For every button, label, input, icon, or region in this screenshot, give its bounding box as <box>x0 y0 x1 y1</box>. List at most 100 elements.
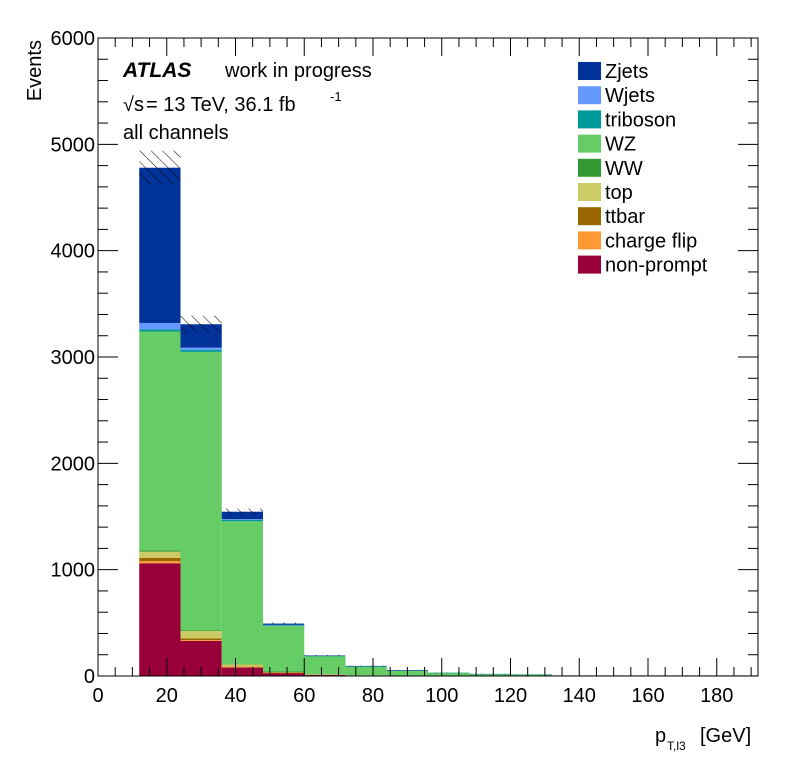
bar-ttbar-3 <box>263 672 305 673</box>
y-tick-label: 5000 <box>51 134 96 156</box>
y-axis-label: Events <box>24 40 46 101</box>
bar-triboson-2 <box>221 519 263 522</box>
bar-non-prompt-3 <box>263 672 305 676</box>
bar-triboson-4 <box>304 655 346 657</box>
x-tick-label: 140 <box>563 685 596 707</box>
bar-WZ-7 <box>428 672 470 676</box>
bar-non-prompt-4 <box>304 674 346 676</box>
legend-item-Wjets: Wjets <box>578 85 655 107</box>
x-tick-label: 160 <box>631 685 664 707</box>
y-tick-label: 0 <box>84 666 95 688</box>
x-tick-label: 20 <box>156 685 178 707</box>
bar-top-4 <box>304 674 346 675</box>
energy-text: = 13 TeV, 36.1 fb <box>146 94 296 116</box>
bar-charge-flip-2 <box>221 667 263 668</box>
bar-Wjets-0 <box>139 322 181 330</box>
x-tick-label: 120 <box>494 685 527 707</box>
bar-top-3 <box>263 671 305 673</box>
x-axis-label: p T,l3 [GeV] <box>655 725 751 753</box>
x-axis-label-unit: [GeV] <box>700 725 751 747</box>
legend-item-top: top <box>578 182 633 204</box>
bar-top-0 <box>139 551 181 558</box>
x-tick-label: 60 <box>293 685 315 707</box>
uncertainty-band-8 <box>469 673 511 675</box>
bar-charge-flip-0 <box>139 561 181 564</box>
uncertainty-band-9 <box>510 674 552 675</box>
bar-non-prompt-0 <box>139 563 181 676</box>
y-tick-label: 4000 <box>51 241 96 263</box>
atlas-status: work in progress <box>224 60 372 82</box>
uncertainty-band-7 <box>428 672 470 674</box>
x-tick-label: 180 <box>700 685 733 707</box>
atlas-label: ATLAS work in progress <box>122 59 372 82</box>
uncertainty-band-4 <box>304 655 346 656</box>
channel-label: all channels <box>123 122 229 144</box>
legend-item-WW: WW <box>578 158 643 180</box>
x-tick-label: 100 <box>425 685 458 707</box>
legend-swatch <box>578 207 601 226</box>
uncertainty-band-0 <box>139 150 181 185</box>
legend-swatch <box>578 231 601 250</box>
x-axis-label-main: p <box>655 725 666 747</box>
x-tick-label: 40 <box>224 685 246 707</box>
legend-label: ttbar <box>605 206 645 228</box>
legend-label: charge flip <box>605 230 697 252</box>
legend-item-charge-flip: charge flip <box>578 230 697 252</box>
legend-label: WZ <box>605 134 636 156</box>
x-tick-label: 80 <box>362 685 384 707</box>
bar-Wjets-2 <box>221 519 263 520</box>
bar-Zjets-2 <box>221 511 263 520</box>
bar-WZ-3 <box>263 625 305 672</box>
legend-swatch <box>578 255 601 274</box>
legend-swatch <box>578 183 601 201</box>
bar-ttbar-4 <box>304 674 346 676</box>
legend-item-triboson: triboson <box>578 109 676 131</box>
uncertainty-bands <box>139 150 758 676</box>
bar-charge-flip-1 <box>180 640 222 641</box>
bar-top-1 <box>180 631 222 639</box>
y-tick-label: 6000 <box>51 28 96 50</box>
legend-label: Wjets <box>605 85 655 107</box>
legend-item-Zjets: Zjets <box>578 61 648 83</box>
bar-triboson-1 <box>180 349 222 352</box>
bar-top-2 <box>221 663 263 667</box>
uncertainty-band-1 <box>180 315 222 333</box>
bar-WZ-2 <box>221 521 263 664</box>
bar-WW-2 <box>221 663 263 665</box>
legend-label: Zjets <box>605 61 648 83</box>
legend-label: top <box>605 182 633 204</box>
legend-label: triboson <box>605 109 676 131</box>
bar-WZ-8 <box>469 673 511 676</box>
bar-WW-3 <box>263 671 305 673</box>
stacked-bars <box>139 167 758 677</box>
x-tick-label: 0 <box>92 685 103 707</box>
bar-WZ-5 <box>345 666 387 676</box>
legend-swatch <box>578 86 601 105</box>
bar-triboson-3 <box>263 624 305 626</box>
x-axis-label-sub: T,l3 <box>667 739 686 753</box>
x-axis: 0 20 40 60 80 100 120 140 160 180 <box>92 38 752 707</box>
legend-swatch <box>578 62 601 80</box>
bar-WZ-1 <box>180 351 222 631</box>
legend-label: non-prompt <box>605 255 708 277</box>
energy-exponent: -1 <box>330 89 342 104</box>
bar-Wjets-3 <box>263 624 305 626</box>
legend-item-non-prompt: non-prompt <box>578 255 708 277</box>
y-tick-label: 2000 <box>51 453 96 475</box>
bar-triboson-0 <box>139 329 181 332</box>
bar-WZ-4 <box>304 656 346 675</box>
y-tick-label: 3000 <box>51 347 96 369</box>
bar-ttbar-1 <box>180 638 222 641</box>
legend-swatch <box>578 134 601 153</box>
uncertainty-band-3 <box>263 622 305 625</box>
y-axis: 0 1000 2000 3000 4000 5000 6000 <box>51 28 758 688</box>
bar-ttbar-2 <box>221 666 263 668</box>
legend-swatch <box>578 158 601 177</box>
bar-WZ-0 <box>139 331 181 551</box>
bar-Wjets-1 <box>180 347 222 350</box>
energy-sqrt: √s <box>123 94 144 116</box>
bar-WZ-9 <box>510 674 552 676</box>
energy-label: √s = 13 TeV, 36.1 fb -1 <box>123 89 342 116</box>
